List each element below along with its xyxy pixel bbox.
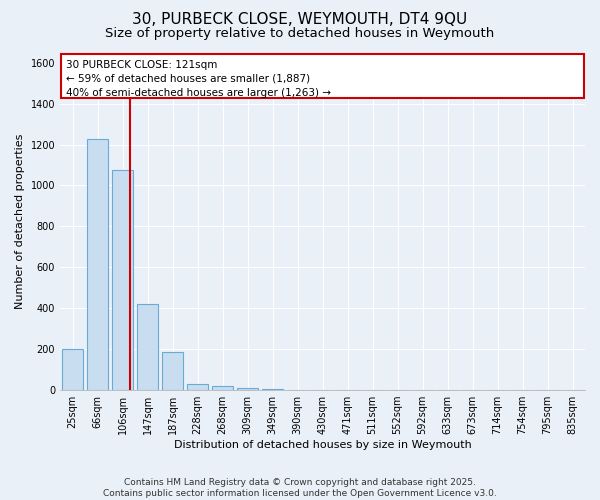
Text: 30, PURBECK CLOSE, WEYMOUTH, DT4 9QU: 30, PURBECK CLOSE, WEYMOUTH, DT4 9QU — [133, 12, 467, 28]
Text: 30 PURBECK CLOSE: 121sqm
← 59% of detached houses are smaller (1,887)
40% of sem: 30 PURBECK CLOSE: 121sqm ← 59% of detach… — [66, 60, 331, 98]
X-axis label: Distribution of detached houses by size in Weymouth: Distribution of detached houses by size … — [173, 440, 472, 450]
Bar — [212, 386, 233, 390]
Bar — [137, 304, 158, 390]
Bar — [237, 388, 258, 390]
Text: Contains HM Land Registry data © Crown copyright and database right 2025.
Contai: Contains HM Land Registry data © Crown c… — [103, 478, 497, 498]
Bar — [61, 54, 584, 98]
Text: Size of property relative to detached houses in Weymouth: Size of property relative to detached ho… — [106, 28, 494, 40]
Bar — [187, 384, 208, 390]
Bar — [112, 170, 133, 390]
Bar — [62, 349, 83, 390]
Bar — [162, 352, 183, 390]
Bar — [87, 140, 108, 390]
Y-axis label: Number of detached properties: Number of detached properties — [15, 134, 25, 309]
